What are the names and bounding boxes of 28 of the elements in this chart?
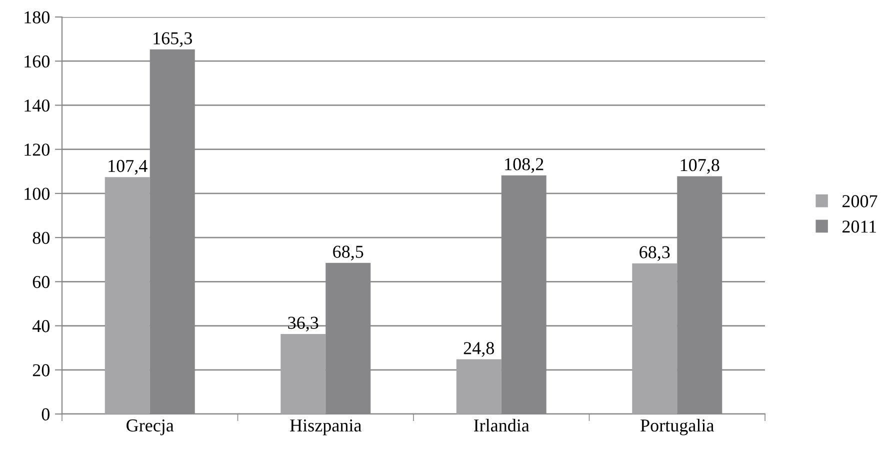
data-label: 68,3 (640, 246, 670, 261)
y-tick-label: 20 (32, 364, 50, 376)
legend-label: 2007 (842, 195, 878, 208)
data-label: 24,8 (464, 342, 494, 357)
y-tick-label: 100 (24, 188, 50, 200)
data-label: 108,2 (505, 158, 544, 173)
y-tick-label: 140 (24, 99, 50, 112)
data-label: 107,4 (108, 160, 148, 175)
y-tick-label: 160 (24, 55, 50, 68)
data-label: 165,3 (154, 32, 192, 47)
data-label: 36,3 (288, 316, 318, 332)
y-tick-label: 40 (32, 320, 50, 332)
x-tick-label: Portugalia (640, 418, 714, 436)
y-tick-label: 60 (32, 276, 50, 288)
y-tick-label: 0 (42, 408, 50, 420)
y-tick-label: 80 (32, 232, 50, 244)
y-tick-label: 120 (24, 144, 50, 156)
data-label: 68,5 (333, 246, 364, 260)
bar (632, 263, 678, 414)
legend-label: 2011 (842, 220, 876, 233)
bar (456, 359, 502, 414)
bar (104, 177, 150, 414)
y-tick-label: 180 (24, 11, 50, 24)
bar (280, 334, 326, 414)
x-tick-label: Grecja (126, 419, 174, 436)
x-tick-label: Hiszpania (290, 419, 362, 436)
data-label: 107,8 (680, 159, 720, 174)
x-tick-label: Irlandia (474, 418, 530, 432)
